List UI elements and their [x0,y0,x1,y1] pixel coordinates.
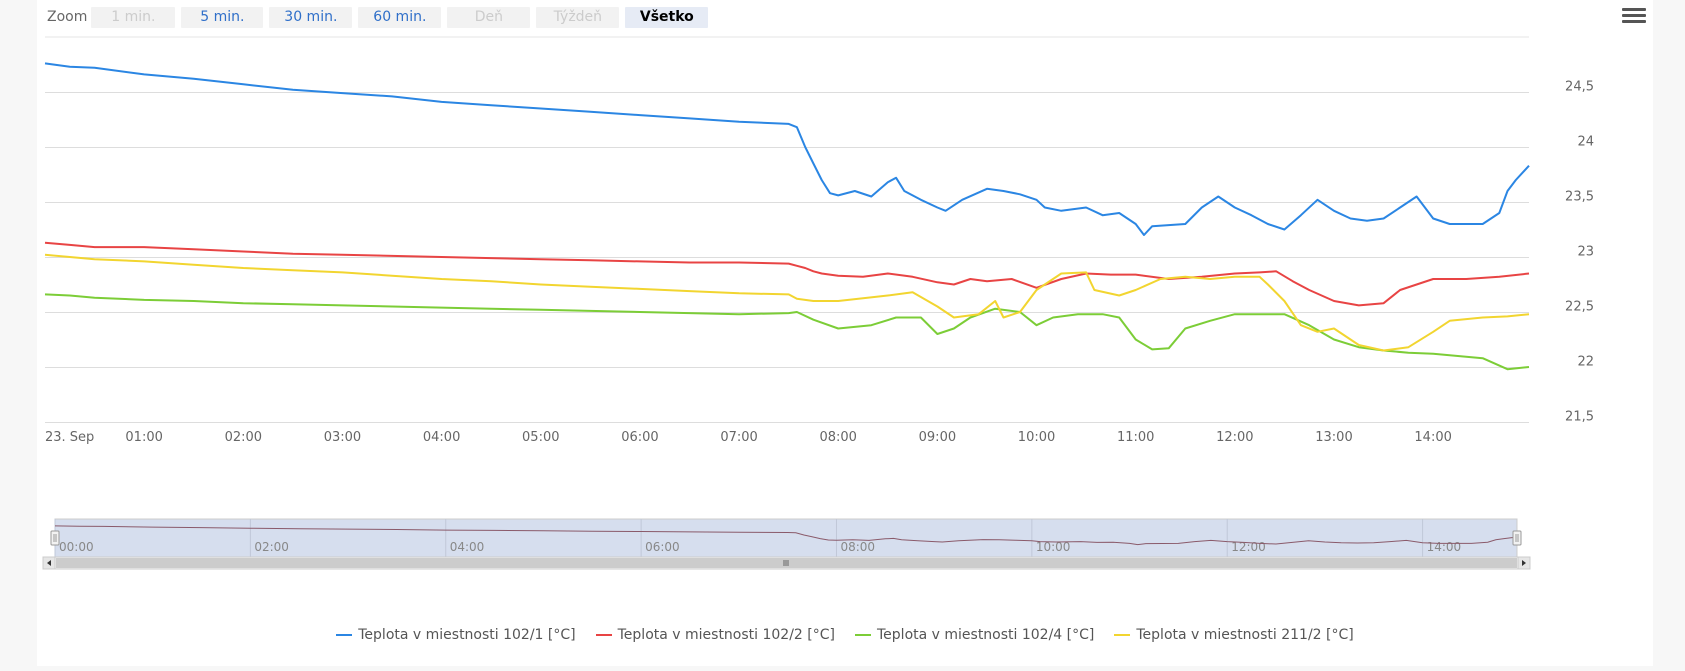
zoom-button-60-min[interactable]: 60 min. [358,6,442,28]
navigator-handle-left[interactable] [50,530,60,546]
hamburger-menu-icon[interactable] [1622,8,1646,28]
zoom-label: Zoom [47,9,88,25]
x-tick-label: 11:00 [1117,430,1154,445]
series-line-4[interactable] [44,253,1530,352]
chart-legend: Teplota v miestnosti 102/1 [°C] Teplota v… [37,627,1653,643]
zoom-button-tyzden[interactable]: Týždeň [536,6,620,28]
zoom-button-5-min[interactable]: 5 min. [181,6,264,28]
zoom-button-den[interactable]: Deň [447,6,531,28]
grid-lines [45,36,1529,423]
grip-icon[interactable] [783,560,789,566]
series-line-1[interactable] [44,62,1530,236]
legend-swatch [336,634,353,636]
x-tick-label: 04:00 [423,430,460,445]
x-tick-label: 06:00 [621,430,658,445]
x-tick-label: 23. Sep [45,430,94,445]
zoom-button-vsetko[interactable]: Všetko [625,6,709,28]
series-line-2[interactable] [44,241,1530,307]
legend-swatch [1114,634,1131,636]
arrow-right-icon[interactable] [1517,556,1531,570]
x-tick-label: 05:00 [522,430,559,445]
chart-canvas: 24,5 24 23,5 23 22,5 22 21,5 23. Sep 01:00 02:00… [42,36,1594,570]
legend-label: Teplota v miestnosti 211/2 [°C] [1136,627,1354,643]
legend-label: Teplota v miestnosti 102/4 [°C] [877,627,1095,643]
navigator-handle-right[interactable] [1512,530,1522,546]
legend-item-3[interactable]: Teplota v miestnosti 102/4 [°C] [855,627,1094,643]
arrow-left-icon[interactable] [42,556,56,570]
legend-label: Teplota v miestnosti 102/2 [°C] [617,627,835,643]
zoom-button-30-min[interactable]: 30 min. [269,6,353,28]
x-axis: 23. Sep 01:00 02:00 03:00 04:00 05:00 06:00 07:… [45,430,1452,445]
y-tick-label: 24,5 [1565,80,1594,95]
navigator-tick-label: 04:00 [450,540,485,554]
legend-label: Teplota v miestnosti 102/1 [°C] [358,627,576,643]
navigator-tick-label: 06:00 [645,540,680,554]
x-tick-label: 08:00 [819,430,856,445]
zoom-toolbar: Zoom 1 min. 5 min. 30 min. 60 min. Deň T… [47,6,714,28]
y-tick-label: 22 [1577,355,1594,370]
legend-item-4[interactable]: Teplota v miestnosti 211/2 [°C] [1114,627,1354,643]
navigator-tick-label: 08:00 [840,540,875,554]
series-line-3[interactable] [44,293,1530,371]
x-tick-label: 02:00 [225,430,262,445]
x-tick-label: 03:00 [324,430,361,445]
x-tick-label: 07:00 [720,430,757,445]
chart-panel: Zoom 1 min. 5 min. 30 min. 60 min. Deň T… [37,0,1653,666]
x-tick-label: 14:00 [1414,430,1451,445]
legend-swatch [595,634,612,636]
navigator-series [54,525,1518,546]
navigator-mask[interactable] [54,518,1518,558]
x-tick-label: 01:00 [125,430,162,445]
y-tick-label: 22,5 [1565,300,1594,315]
navigator[interactable]: 00:00 02:00 04:00 06:00 08:00 10:00 12:00 14:00 [42,518,1531,570]
x-tick-label: 10:00 [1018,430,1055,445]
y-tick-label: 23,5 [1565,190,1594,205]
navigator-tick-label: 14:00 [1427,540,1462,554]
legend-item-2[interactable]: Teplota v miestnosti 102/2 [°C] [595,627,835,643]
y-tick-label: 21,5 [1565,410,1594,425]
x-tick-label: 13:00 [1315,430,1352,445]
x-tick-label: 09:00 [919,430,956,445]
legend-swatch [855,634,871,636]
y-tick-label: 23 [1577,245,1594,260]
y-tick-label: 24 [1577,135,1594,150]
navigator-tick-label: 00:00 [59,540,94,554]
legend-item-1[interactable]: Teplota v miestnosti 102/1 [°C] [336,627,576,643]
navigator-tick-label: 02:00 [254,540,289,554]
y-axis: 24,5 24 23,5 23 22,5 22 21,5 [1565,80,1594,425]
series-lines [44,62,1530,371]
zoom-button-1-min[interactable]: 1 min. [91,6,176,28]
x-tick-label: 12:00 [1216,430,1253,445]
navigator-tick-label: 10:00 [1036,540,1071,554]
